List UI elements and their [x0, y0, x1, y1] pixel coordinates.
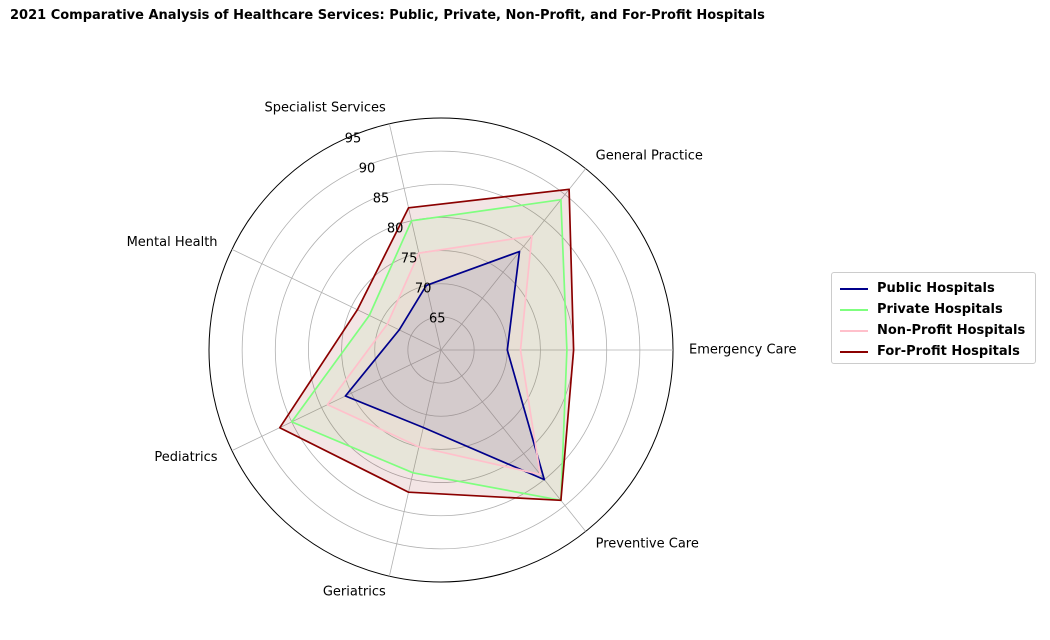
- legend-item-for-profit: For-Profit Hospitals: [840, 341, 1027, 362]
- category-label-preventive-care: Preventive Care: [596, 536, 699, 551]
- spoke-preventive-care: [440, 349, 586, 532]
- series-lines: [278, 188, 575, 502]
- spoke-specialist-services: [388, 123, 442, 351]
- legend-swatch-public: [840, 287, 868, 290]
- series-fill-private-hospitals: [291, 199, 567, 501]
- legend-label-private: Private Hospitals: [877, 302, 1003, 317]
- category-label-pediatrics: Pediatrics: [154, 450, 217, 465]
- category-label-general-practice: General Practice: [596, 149, 703, 164]
- legend-swatch-non-profit: [840, 329, 868, 332]
- spoke-pediatrics: [231, 349, 442, 452]
- legend-label-non-profit: Non-Profit Hospitals: [877, 323, 1026, 338]
- legend-swatch-private: [840, 308, 868, 311]
- series-fill-public-hospitals: [345, 251, 545, 480]
- r-tick-label-95: 95: [345, 131, 362, 146]
- label-layer: Emergency Care General Practice Specialist…: [127, 101, 797, 600]
- spoke-mental-health: [231, 248, 442, 351]
- spoke-general-practice: [440, 168, 586, 351]
- category-label-emergency-care: Emergency Care: [689, 343, 797, 358]
- series-fill-for-profit-hospitals: [279, 189, 574, 501]
- r-tick-label-65: 65: [429, 311, 446, 326]
- legend-item-non-profit: Non-Profit Hospitals: [840, 320, 1027, 341]
- r-tick-label-80: 80: [387, 221, 404, 236]
- series-line-for-profit-hospitals: [278, 188, 575, 502]
- spoke-geriatrics: [388, 349, 442, 577]
- legend-swatch-for-profit: [840, 350, 868, 353]
- r-tick-label-85: 85: [373, 191, 390, 206]
- category-label-mental-health: Mental Health: [127, 235, 218, 250]
- category-label-specialist-services: Specialist Services: [265, 101, 386, 116]
- chart-title: 2021 Comparative Analysis of Healthcare …: [10, 8, 765, 23]
- r-tick-label-70: 70: [415, 281, 432, 296]
- category-label-geriatrics: Geriatrics: [323, 584, 386, 599]
- r-tick-label-90: 90: [359, 161, 376, 176]
- series-fills: [279, 189, 574, 501]
- series-line-non-profit-hospitals: [326, 235, 542, 476]
- legend-item-private: Private Hospitals: [840, 299, 1027, 320]
- r-tick-label-75: 75: [401, 251, 418, 266]
- legend-label-for-profit: For-Profit Hospitals: [877, 344, 1020, 359]
- series-line-private-hospitals: [290, 198, 568, 502]
- legend-item-public: Public Hospitals: [840, 278, 1027, 299]
- series-fill-non-profit-hospitals: [327, 236, 541, 475]
- legend-label-public: Public Hospitals: [877, 281, 995, 296]
- legend: Public Hospitals Private Hospitals Non-P…: [831, 272, 1036, 364]
